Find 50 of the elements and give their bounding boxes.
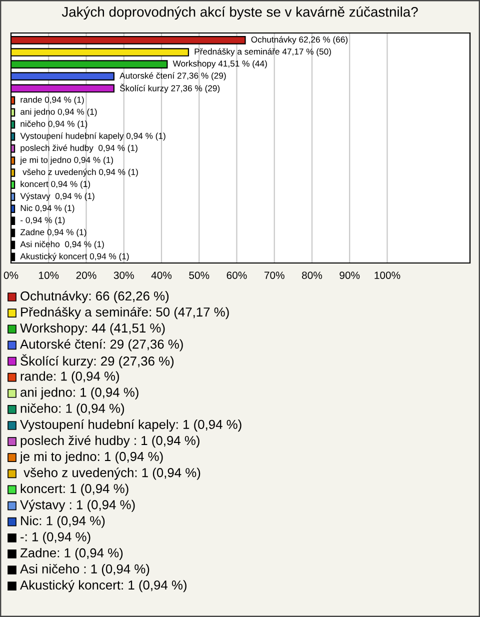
text: Vystoupení hudební kapely: 1 (0,94 %) [20,419,242,432]
data-label: Ochutnávky 62,26 % (66) [251,36,348,44]
text: Akustický koncert: 1 (0,94 %) [20,580,186,592]
data-label: všeho z uvedených 0,94 % (1) [22,168,138,177]
text: poslech živé hudby : 1 (0,94 %) [20,435,200,448]
data-label: - 0,94 % (1) [20,216,65,225]
data-label: poslech živé hudby 0,94 % (1) [20,144,138,153]
text: koncert: 1 (0,94 %) [20,484,128,496]
text: Školící kurzy: 29 (27,36 %) [20,354,174,368]
data-label: Vystoupení hudební kapely 0,94 % (1) [20,132,166,141]
text: Workshopy: 44 (41,51 %) [20,323,165,336]
text: Zadne: 1 (0,94 %) [20,548,123,560]
x-tick-label: 60% [226,272,247,279]
data-label: koncert 0,94 % (1) [20,180,90,189]
x-tick-label: 0% [4,272,18,279]
x-tick-label: 100% [374,272,400,279]
text: je mi to jedno: 1 (0,94 %) [20,452,163,464]
text: Ochutnávky: 66 (62,26 %) [20,290,169,304]
data-label: ničeho 0,94 % (1) [20,120,88,129]
data-label: Školící kurzy 27,36 % (29) [120,84,220,94]
text: Přednášky a semináře: 50 (47,17 %) [21,306,229,320]
text: Výstavy : 1 (0,94 %) [20,500,135,512]
text: ani jedno: 1 (0,94 %) [20,387,138,400]
data-label: Autorské čtení 27,36 % (29) [120,72,226,80]
text: Asi ničeho : 1 (0,94 %) [20,564,150,576]
data-label: Akustický koncert 0,94 % (1) [20,252,129,262]
x-tick-label: 80% [302,272,322,279]
text: Nic: 1 (0,94 %) [21,516,105,528]
text: Autorské čtení: 29 (27,36 %) [20,339,183,352]
x-tick-label: 50% [189,272,210,279]
x-tick-label: 10% [38,272,59,279]
text: ničeho: 1 (0,94 %) [20,403,124,416]
data-label: Výstavy 0,94 % (1) [20,192,94,201]
x-tick-label: 30% [114,272,134,279]
data-label: ani jedno 0,94 % (1) [20,108,97,116]
data-label: Asi ničeho 0,94 % (1) [20,240,104,249]
text: rande: 1 (0,94 %) [20,371,119,384]
text: -: 1 (0,94 %) [20,532,90,544]
data-label: Zadne 0,94 % (1) [20,228,86,237]
x-tick-label: 20% [76,272,96,279]
x-tick-label: 90% [340,272,360,279]
data-label: Workshopy 41,51 % (44) [172,60,267,68]
x-tick-label: 70% [264,272,284,279]
chart-title: Jakých doprovodných akcí byste se v kavárně zúčastnila? [62,6,418,20]
data-label: Přednášky a semináře 47,17 % (50) [194,48,331,56]
x-tick-label: 40% [151,272,172,279]
data-label: Nic 0,94 % (1) [20,204,74,213]
data-label: je mi to jedno 0,94 % (1) [20,156,113,165]
text: všeho z uvedených: 1 (0,94 %) [24,468,200,480]
data-label: rande 0,94 % (1) [20,96,84,104]
